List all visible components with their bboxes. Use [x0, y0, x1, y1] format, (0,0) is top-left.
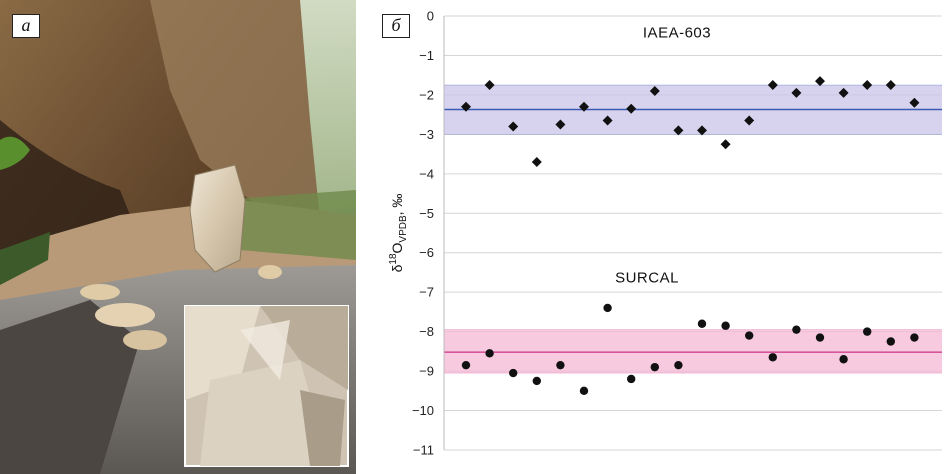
y-axis-label-part: VPDB	[398, 215, 409, 243]
y-tick-label: −1	[419, 48, 434, 63]
circle-point	[579, 386, 589, 396]
y-axis: 0 −1 −2 −3 −4 −5 −6 −7 −8 −9 −10 −11	[412, 9, 445, 458]
cave-photo-illustration	[0, 0, 356, 474]
y-axis-label-part: O	[389, 242, 405, 253]
y-tick-label: −6	[419, 245, 434, 260]
diamond-point	[673, 125, 684, 136]
y-tick-label: −9	[419, 364, 434, 379]
diamond-point	[555, 119, 566, 130]
annotation-iaea-603: IAEA-603	[643, 25, 711, 42]
y-tick-label: −8	[419, 324, 434, 339]
diamond-point	[862, 80, 873, 91]
circle-point	[509, 368, 518, 378]
diamond-point	[626, 103, 637, 114]
y-tick-label: −10	[412, 403, 434, 418]
circle-point	[792, 325, 801, 334]
y-tick-label: −11	[413, 443, 434, 458]
y-tick-label: −3	[419, 127, 434, 142]
circle-point	[839, 355, 848, 364]
y-tick-label: −7	[419, 285, 434, 300]
diamond-point	[531, 156, 542, 167]
circle-point	[532, 376, 541, 386]
diamond-point	[885, 80, 896, 91]
panel-b-tag: б	[382, 14, 410, 38]
diamond-point	[815, 76, 825, 87]
diamond-point	[579, 101, 589, 112]
y-tick-label: −5	[419, 206, 434, 221]
diamond-point	[461, 101, 471, 112]
panel-a-tag: а	[12, 14, 40, 38]
circle-point	[603, 303, 612, 313]
circle-point	[674, 360, 683, 370]
y-axis-label: δ18OVPDB, ‰	[388, 194, 409, 273]
diamond-point	[508, 121, 519, 132]
diamond-point	[791, 87, 802, 98]
circle-point	[863, 327, 872, 336]
isotope-chart-panel: б 0 −1 −2 −3 −4 −5 −6 −7 −8 −9 −10 −11 IAEA-603 SUR…	[362, 0, 946, 474]
diamond-point	[649, 85, 660, 96]
diamond-point	[838, 87, 849, 98]
circle-point	[627, 374, 636, 384]
diamond-point	[602, 115, 613, 126]
y-axis-label-part: , ‰	[389, 194, 405, 216]
diamond-point	[767, 80, 778, 91]
annotation-surcal: SURCAL	[615, 269, 679, 286]
diamond-point	[697, 125, 707, 136]
diamond-point	[744, 115, 755, 126]
cave-photo: а	[0, 0, 356, 474]
circle-point	[886, 337, 895, 346]
y-tick-label: −4	[419, 166, 434, 181]
circle-point	[910, 333, 919, 342]
y-tick-label: −2	[419, 87, 434, 102]
circle-point	[721, 321, 730, 330]
isotope-chart: 0 −1 −2 −3 −4 −5 −6 −7 −8 −9 −10 −11 IAEA-603 SURCA…	[388, 9, 942, 458]
y-tick-label: 0	[427, 9, 434, 24]
circle-point	[815, 333, 825, 342]
diamond-point	[720, 139, 731, 150]
circle-point	[697, 319, 707, 328]
circle-point	[461, 360, 471, 370]
circle-point	[745, 331, 754, 340]
data-points	[461, 76, 920, 396]
circle-point	[556, 360, 565, 370]
y-axis-label-part: δ	[389, 264, 405, 272]
diamond-point	[484, 80, 495, 91]
diamond-point	[909, 97, 920, 108]
circle-point	[768, 353, 777, 362]
y-axis-label-part: 18	[388, 253, 399, 265]
reference-bands	[444, 84, 942, 374]
circle-point	[650, 362, 659, 372]
circle-point	[485, 349, 494, 358]
